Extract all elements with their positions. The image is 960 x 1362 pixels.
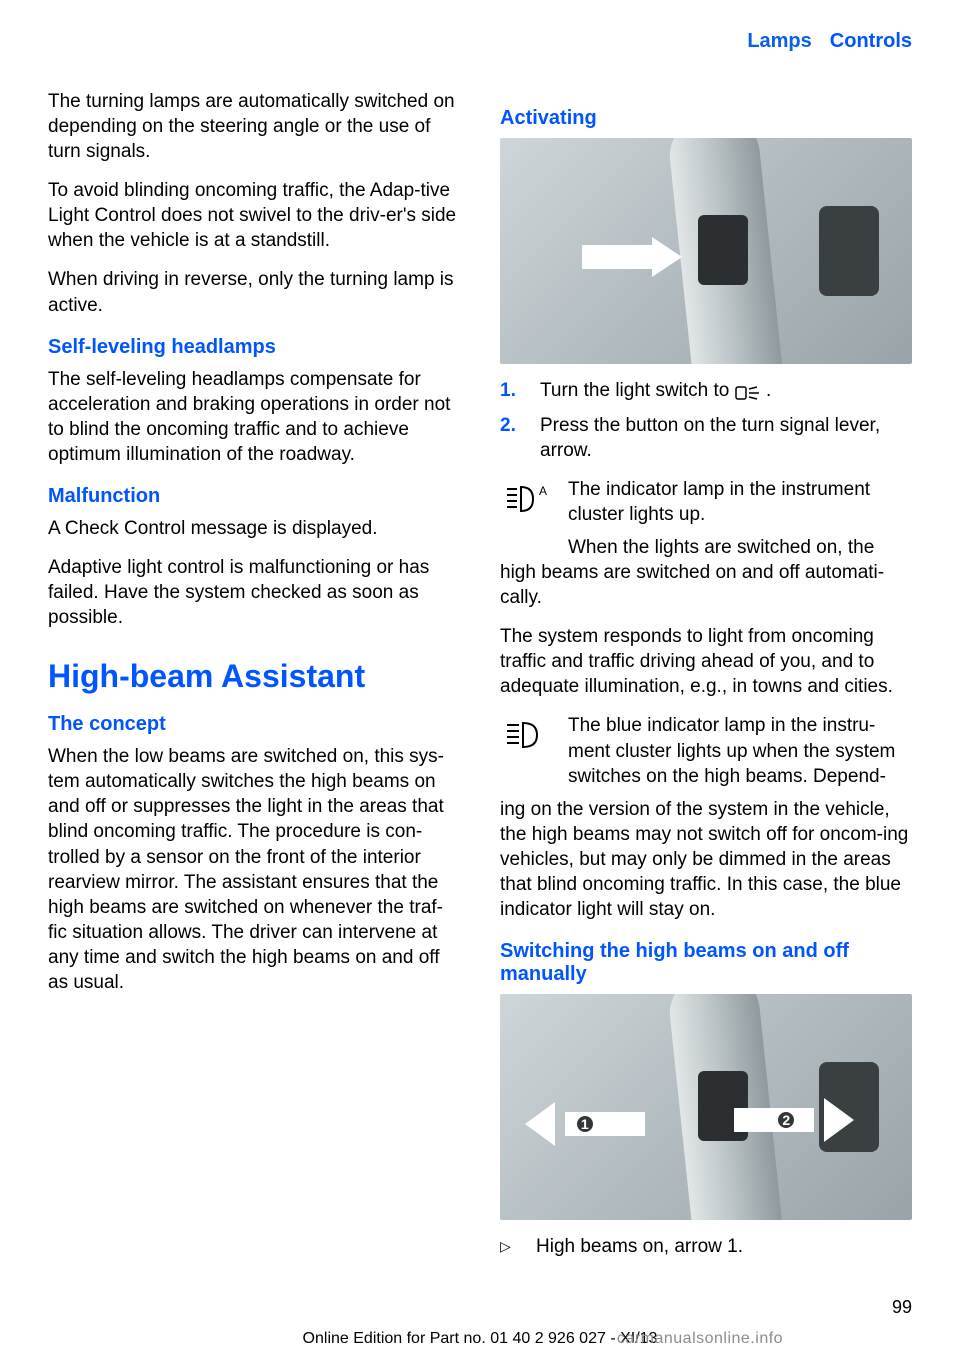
para: When the lights are switched on, the hig…: [500, 535, 912, 610]
high-beam-icon: [500, 713, 554, 757]
para: To avoid blinding oncoming traffic, the …: [48, 178, 460, 253]
arrow-1-icon: 1: [525, 1102, 645, 1146]
para: When driving in reverse, only the turnin…: [48, 267, 460, 317]
para: The system responds to light from oncomi…: [500, 624, 912, 699]
step-number: 1.: [500, 378, 522, 403]
header-controls: Controls: [830, 30, 912, 53]
manual-switch-figure: 1 2: [500, 994, 912, 1220]
activating-figure: [500, 138, 912, 364]
step-text: Press the button on the turn signal leve…: [540, 413, 912, 463]
para: When the low beams are switched on, this…: [48, 744, 460, 995]
page-header: Lamps Controls: [48, 30, 912, 53]
step-number: 2.: [500, 413, 522, 463]
indicator-icon-row: A The indicator lamp in the instrument c…: [500, 477, 912, 527]
bullet-high-beams-on: ▷ High beams on, arrow 1.: [500, 1234, 912, 1259]
para: Adaptive light control is malfunctioning…: [48, 555, 460, 630]
right-column: Activating 1. Turn the light switch to: [500, 89, 912, 1269]
para: ing on the version of the system in the …: [500, 797, 912, 922]
wheel-buttons: [819, 206, 879, 296]
bullet-text: High beams on, arrow 1.: [536, 1234, 743, 1259]
page-number: 99: [892, 1297, 912, 1318]
heading-activating: Activating: [500, 107, 912, 130]
heading-switch-manual: Switching the high beams on and off manu…: [500, 940, 912, 986]
heading-concept: The concept: [48, 713, 460, 736]
footer-edition: Online Edition for Part no. 01 40 2 926 …: [0, 1330, 960, 1348]
blue-indicator-text: The blue indicator lamp in the instru‐me…: [568, 713, 912, 788]
page: Lamps Controls The turning lamps are aut…: [0, 0, 960, 1362]
high-beam-a-icon: A: [500, 477, 554, 521]
triangle-bullet-icon: ▷: [500, 1237, 518, 1259]
para: The self-leveling headlamps compensate f…: [48, 367, 460, 467]
heading-self-leveling: Self-leveling headlamps: [48, 336, 460, 359]
lever-buttons: [698, 215, 748, 285]
step-text: Turn the light switch to .: [540, 378, 771, 403]
blue-indicator-icon-row: The blue indicator lamp in the instru‐me…: [500, 713, 912, 788]
heading-malfunction: Malfunction: [48, 485, 460, 508]
step-2: 2. Press the button on the turn signal l…: [500, 413, 912, 463]
content-columns: The turning lamps are automatically swit…: [48, 89, 912, 1269]
arrow-badge-1: 1: [575, 1114, 595, 1134]
left-column: The turning lamps are automatically swit…: [48, 89, 460, 1269]
white-arrow-icon: [582, 237, 692, 277]
para: The turning lamps are automatically swit…: [48, 89, 460, 164]
para: A Check Control message is displayed.: [48, 516, 460, 541]
indicator-text: The indicator lamp in the instrument clu…: [568, 477, 912, 527]
arrow-2-icon: 2: [734, 1098, 854, 1142]
heading-high-beam-assistant: High-beam Assistant: [48, 658, 460, 695]
header-lamps: Lamps: [747, 30, 811, 53]
svg-text:A: A: [539, 484, 547, 498]
light-switch-icon: [735, 383, 761, 399]
step-1: 1. Turn the light switch to .: [500, 378, 912, 403]
activation-steps: 1. Turn the light switch to . 2. Press t…: [500, 378, 912, 463]
